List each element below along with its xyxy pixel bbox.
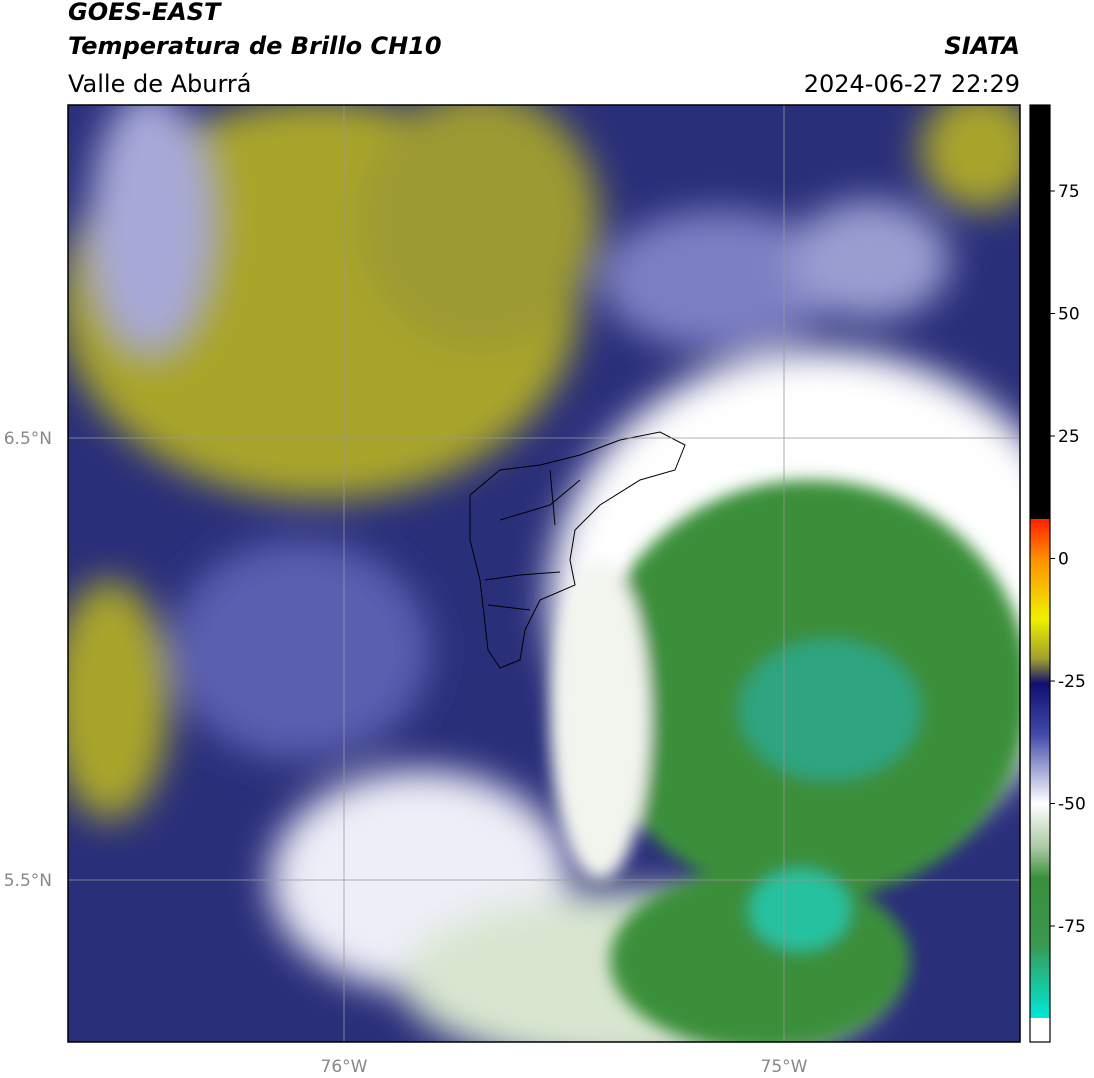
lon-label: 75°W [761, 1057, 808, 1077]
graticule [68, 105, 1020, 1042]
region: Valle de Aburrá [68, 70, 252, 98]
colorbar-tick-label: 0 [1058, 550, 1069, 570]
colorbar-tick-label: -75 [1058, 917, 1086, 937]
satellite-image [68, 105, 1020, 1042]
colorbar [1029, 104, 1051, 1043]
subtitle: Temperatura de Brillo CH10 [68, 32, 442, 60]
timestamp: 2024-06-27 22:29 [804, 70, 1020, 98]
colorbar-tick-label: 50 [1058, 305, 1080, 325]
title: GOES-EAST [68, 0, 222, 26]
colorbar-tick-label: 75 [1058, 182, 1080, 202]
map-frame [67, 104, 1021, 1043]
colorbar-tick-label: -25 [1058, 672, 1086, 692]
municipal-borders [469, 431, 686, 669]
colorbar-tick-label: 25 [1058, 427, 1080, 447]
lon-label: 76°W [321, 1057, 368, 1077]
colorbar-tick-label: -50 [1058, 795, 1086, 815]
lat-label: 6.5°N [4, 429, 52, 449]
lat-label: 5.5°N [4, 871, 52, 891]
source: SIATA [944, 32, 1020, 60]
